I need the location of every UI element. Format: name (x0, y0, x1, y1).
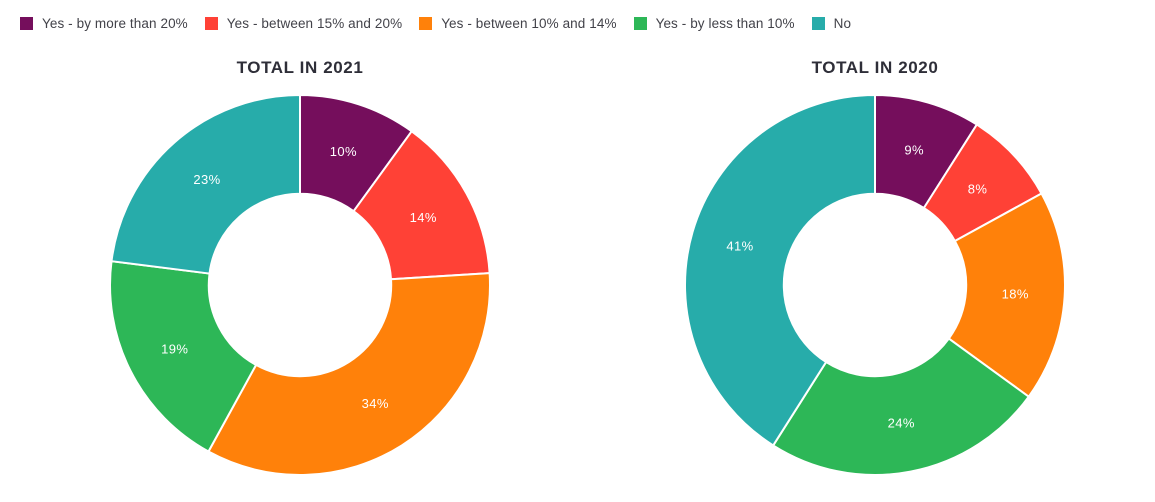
chart-total-in-2021: TOTAL IN 2021 10% 14% 34% 19% 23% (90, 58, 510, 498)
donut-slice-yes-between-10-and-14[interactable] (947, 192, 1066, 398)
legend-item-no[interactable]: No (811, 16, 852, 31)
donut-slice-no[interactable] (684, 94, 876, 447)
legend-item-yes-by-less-than-10[interactable]: Yes - by less than 10% (633, 16, 795, 31)
legend-item-yes-between-15-and-20[interactable]: Yes - between 15% and 20% (204, 16, 403, 31)
legend-item-yes-between-10-and-14[interactable]: Yes - between 10% and 14% (419, 16, 616, 31)
donut-slice-no[interactable] (110, 94, 301, 275)
chart-title: TOTAL IN 2021 (236, 58, 364, 77)
legend-label: Yes - between 15% and 20% (226, 16, 403, 31)
legend-item-yes-by-more-than-20[interactable]: Yes - by more than 20% (20, 16, 188, 31)
donut-svg: 10%14%34%19%23% (109, 94, 492, 476)
donut-slice-yes-between-10-and-14[interactable] (207, 272, 492, 476)
legend-label: Yes - by less than 10% (655, 16, 795, 31)
legend-swatch-icon (20, 17, 33, 30)
legend-swatch-icon (419, 17, 433, 30)
legend-label: No (833, 16, 852, 31)
legend-label: Yes - by more than 20% (42, 16, 188, 31)
chart-title: TOTAL IN 2020 (811, 58, 939, 77)
donut-svg: 9%8%18%24%41% (684, 94, 1066, 476)
chart-legend: Yes - by more than 20% Yes - between 15% … (20, 16, 851, 31)
legend-swatch-icon (633, 17, 647, 30)
chart-total-in-2020: TOTAL IN 2020 9% 8% 18% 24% 41% (665, 58, 1085, 498)
legend-swatch-icon (811, 17, 825, 30)
donut-slice-yes-by-less-than-10[interactable] (772, 337, 1030, 476)
donut-slice-yes-by-less-than-10[interactable] (109, 260, 258, 453)
legend-swatch-icon (204, 17, 218, 30)
legend-label: Yes - between 10% and 14% (441, 16, 617, 31)
